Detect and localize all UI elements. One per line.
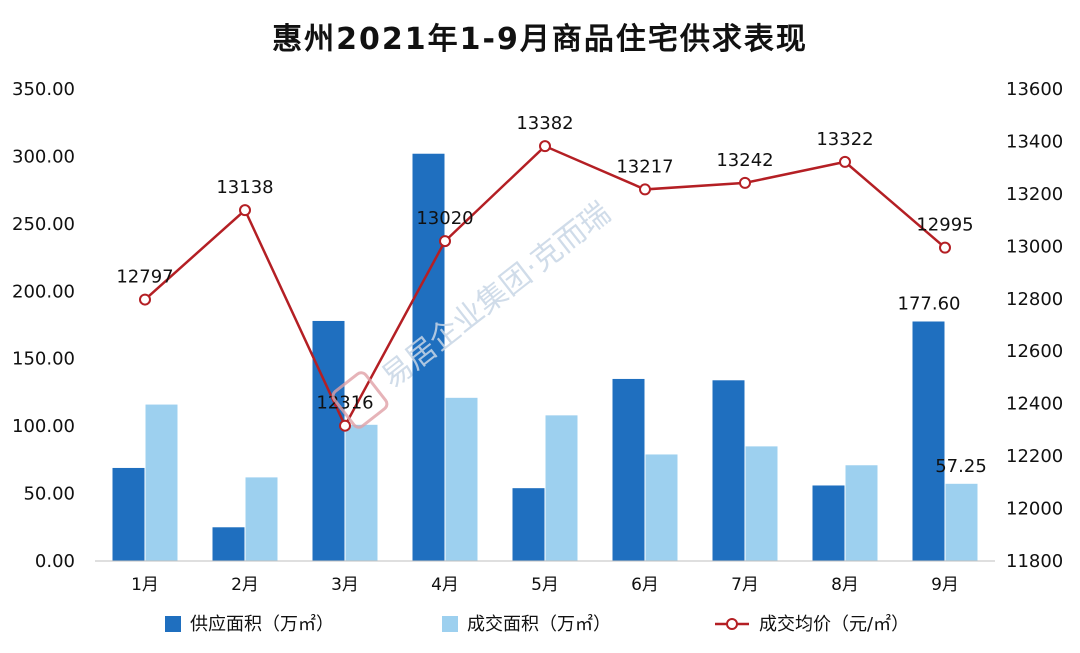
right-axis-tick-label: 12400 bbox=[1006, 394, 1063, 415]
x-axis-category-label: 8月 bbox=[831, 575, 859, 595]
avg-price-data-label: 13217 bbox=[616, 156, 673, 177]
x-axis-category-label: 9月 bbox=[931, 575, 959, 595]
supply-area-bar bbox=[912, 321, 945, 561]
avg-price-data-label: 12797 bbox=[116, 267, 173, 288]
avg-price-point bbox=[939, 241, 951, 254]
chart-title: 惠州2021年1-9月商品住宅供求表现 bbox=[272, 22, 808, 57]
right-axis-tick-label: 12000 bbox=[1006, 499, 1063, 520]
left-axis-tick-label: 0.00 bbox=[35, 551, 75, 572]
supply-area-bar bbox=[812, 485, 845, 561]
watermark-seal-icon bbox=[331, 371, 389, 429]
supply-area-bar bbox=[412, 153, 445, 561]
avg-price-data-label: 13322 bbox=[816, 129, 873, 150]
avg-price-data-label: 12995 bbox=[916, 215, 973, 236]
supply-area-bar bbox=[512, 488, 545, 561]
supply-area-bar bbox=[612, 378, 645, 561]
supply-area-bar bbox=[212, 527, 245, 561]
avg-price-point bbox=[139, 293, 151, 306]
x-axis-category-label: 6月 bbox=[631, 575, 659, 595]
bar-data-label: 57.25 bbox=[935, 456, 987, 477]
x-axis-category-label: 3月 bbox=[331, 575, 359, 595]
right-axis-tick-label: 11800 bbox=[1006, 551, 1063, 572]
legend-label: 供应面积（万㎡） bbox=[190, 613, 334, 635]
legend-swatch bbox=[165, 616, 181, 632]
left-axis-tick-label: 300.00 bbox=[12, 146, 75, 167]
transaction-area-bar bbox=[945, 483, 978, 561]
x-axis-category-label: 5月 bbox=[531, 575, 559, 595]
avg-price-point bbox=[239, 204, 251, 217]
avg-price-data-label: 13020 bbox=[416, 208, 473, 229]
transaction-area-bar bbox=[345, 424, 378, 561]
x-axis-category-label: 4月 bbox=[431, 575, 459, 595]
transaction-area-bar bbox=[545, 415, 578, 561]
avg-price-data-label: 13138 bbox=[216, 177, 273, 198]
legend-label: 成交面积（万㎡） bbox=[467, 613, 611, 635]
right-axis-tick-label: 12600 bbox=[1006, 341, 1063, 362]
avg-price-point bbox=[839, 155, 851, 168]
watermark-text: 易居企业集团·克而瑞 bbox=[375, 196, 617, 396]
x-axis-category-label: 2月 bbox=[231, 575, 259, 595]
left-axis-tick-label: 100.00 bbox=[12, 416, 75, 437]
transaction-area-bar bbox=[145, 404, 178, 561]
watermark-logo: 易居企业集团·克而瑞 bbox=[331, 196, 617, 429]
transaction-area-bar bbox=[845, 465, 878, 561]
supply-area-bar bbox=[312, 320, 345, 561]
x-axis-category-label: 1月 bbox=[131, 575, 159, 595]
transaction-area-bar bbox=[745, 446, 778, 561]
right-axis-tick-label: 13200 bbox=[1006, 184, 1063, 205]
right-axis-tick-label: 13000 bbox=[1006, 236, 1063, 257]
right-axis-tick-label: 12800 bbox=[1006, 289, 1063, 310]
bar-data-label: 177.60 bbox=[898, 293, 961, 314]
legend-marker bbox=[726, 618, 738, 630]
transaction-area-bar bbox=[645, 454, 678, 561]
left-axis-tick-label: 350.00 bbox=[12, 79, 75, 100]
left-axis-tick-label: 200.00 bbox=[12, 281, 75, 302]
avg-price-point bbox=[639, 183, 651, 196]
avg-price-data-label: 13242 bbox=[716, 150, 773, 171]
right-axis-tick-label: 12200 bbox=[1006, 446, 1063, 467]
transaction-area-bar bbox=[245, 477, 278, 561]
supply-area-bar bbox=[112, 467, 145, 561]
avg-price-point bbox=[539, 140, 551, 153]
avg-price-data-label: 13382 bbox=[516, 113, 573, 134]
legend-swatch bbox=[442, 616, 458, 632]
right-axis-tick-label: 13600 bbox=[1006, 79, 1063, 100]
avg-price-point bbox=[439, 235, 451, 248]
left-axis-tick-label: 50.00 bbox=[23, 484, 75, 505]
right-axis-tick-label: 13400 bbox=[1006, 131, 1063, 152]
left-axis-tick-label: 250.00 bbox=[12, 214, 75, 235]
legend-label: 成交均价（元/㎡） bbox=[759, 613, 909, 635]
transaction-area-bar bbox=[445, 397, 478, 561]
avg-price-point bbox=[339, 419, 351, 432]
avg-price-point bbox=[739, 176, 751, 189]
left-axis-tick-label: 150.00 bbox=[12, 349, 75, 370]
avg-price-data-label: 12316 bbox=[316, 393, 373, 414]
x-axis-category-label: 7月 bbox=[731, 575, 759, 595]
supply-area-bar bbox=[712, 380, 745, 561]
